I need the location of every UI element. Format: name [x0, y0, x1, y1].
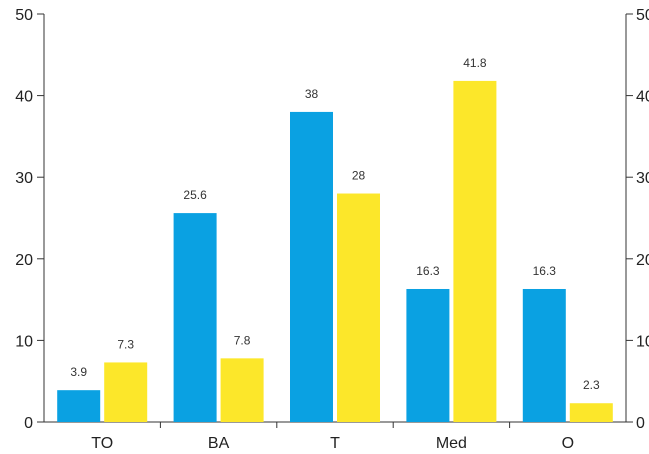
right-y-tick-label: 50: [636, 7, 649, 24]
x-axis: TO BA T Med O: [44, 421, 626, 452]
right-y-tick-label: 20: [636, 252, 649, 269]
bar: [104, 362, 148, 422]
bars: [57, 80, 613, 423]
right-y-tick-label: 0: [636, 415, 645, 432]
category-label: O: [562, 435, 574, 452]
left-y-tick-label: 10: [15, 333, 33, 350]
left-y-tick-label: 0: [24, 415, 33, 432]
bar: [57, 390, 101, 422]
bar-value-label: 2.3: [583, 378, 600, 392]
bar-value-label: 41.8: [463, 56, 487, 70]
bar: [220, 358, 264, 422]
bar-value-label: 16.3: [533, 264, 557, 278]
left-y-tick-label: 40: [15, 89, 33, 106]
right-y-tick-label: 40: [636, 89, 649, 106]
right-y-tick-label: 30: [636, 170, 649, 187]
right-y-axis: 0 10 20 30 40 50: [625, 7, 649, 432]
bar-value-label: 38: [305, 87, 319, 101]
bar: [453, 80, 497, 423]
left-y-tick-label: 50: [15, 7, 33, 24]
category-label: TO: [91, 435, 113, 452]
category-label: BA: [208, 435, 230, 452]
bar: [337, 193, 380, 422]
right-y-tick-label: 10: [636, 333, 649, 350]
bar-value-label: 28: [352, 169, 366, 183]
bar-value-label: 7.3: [117, 337, 134, 351]
left-y-tick-label: 30: [15, 170, 33, 187]
bar: [522, 288, 566, 422]
bar: [406, 288, 450, 422]
data-labels: 3.9 7.3 25.6 7.8 38 28 16.3 41.8 16.3 2.3: [70, 56, 600, 392]
left-y-tick-label: 20: [15, 252, 33, 269]
bar-value-label: 7.8: [234, 333, 251, 347]
bar: [290, 111, 333, 423]
category-label: T: [330, 435, 340, 452]
bar-value-label: 16.3: [416, 264, 440, 278]
bar: [173, 213, 217, 422]
left-y-axis: 0 10 20 30 40 50: [15, 7, 45, 432]
bar-value-label: 25.6: [183, 188, 207, 202]
bar-value-label: 3.9: [70, 365, 87, 379]
category-label: Med: [436, 435, 467, 452]
bar: [569, 403, 613, 422]
